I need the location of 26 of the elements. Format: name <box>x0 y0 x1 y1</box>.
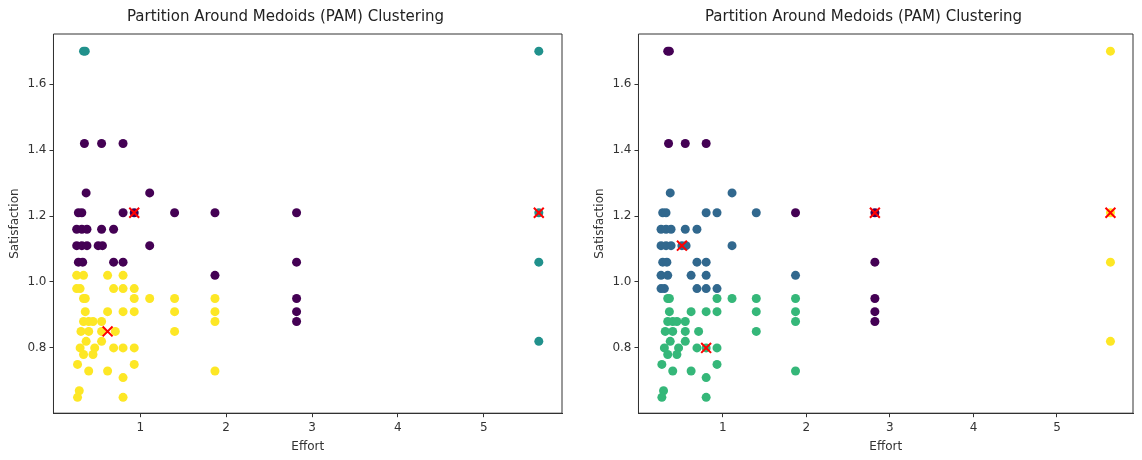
chart-title: Partition Around Medoids (PAM) Clustering <box>704 6 1023 25</box>
x-tick-label: 3 <box>886 419 894 434</box>
y-tick-label: 1.2 <box>27 208 47 223</box>
y-tick-label: 1.0 <box>27 274 47 289</box>
x-tick-label: 1 <box>719 419 727 434</box>
x-axis-title: Effort <box>869 438 903 453</box>
y-tick-label: 0.8 <box>612 340 632 355</box>
x-tick-label: 2 <box>222 419 230 434</box>
x-tick-label: 5 <box>480 419 488 434</box>
y-tick-label: 1.4 <box>612 142 632 157</box>
y-tick-label: 1.6 <box>612 76 632 91</box>
x-tick-label: 4 <box>394 419 402 434</box>
x-tick-label: 4 <box>969 419 978 434</box>
x-tick-label: 1 <box>136 419 145 434</box>
y-tick-label: 0.8 <box>27 340 47 355</box>
y-tick-label: 1.6 <box>27 76 47 91</box>
x-tick-label: 2 <box>802 419 811 434</box>
x-tick-label: 3 <box>308 419 316 434</box>
y-tick-label: 1.2 <box>612 208 632 223</box>
y-tick-label: 1.0 <box>612 274 632 289</box>
x-tick-label: 5 <box>1053 419 1061 434</box>
y-tick-label: 1.4 <box>27 142 47 157</box>
y-axis-title: Satisfaction <box>7 188 22 259</box>
x-axis-title: Effort <box>291 438 325 453</box>
y-axis-title: Satisfaction <box>592 188 607 259</box>
chart-title: Partition Around Medoids (PAM) Clustering <box>126 6 445 25</box>
